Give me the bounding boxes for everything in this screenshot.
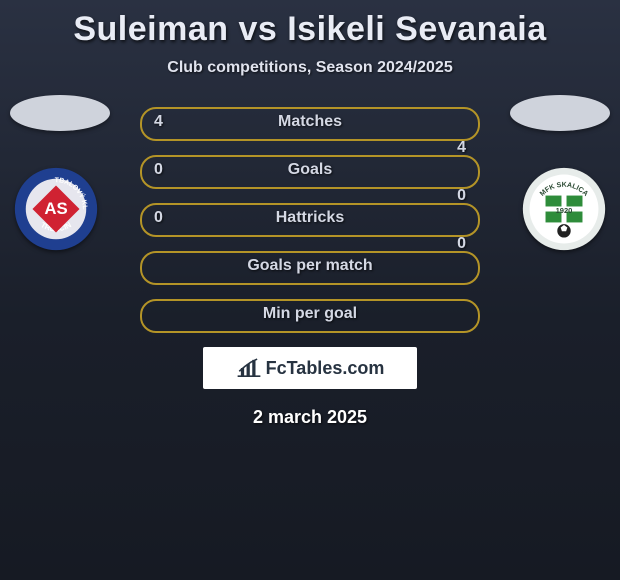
club-badge-right: MFK SKALICA 1920 — [522, 167, 606, 251]
stat-left-value: 0 — [154, 205, 163, 231]
stat-row: Min per goal — [140, 299, 480, 333]
stat-label: Goals — [142, 157, 478, 183]
club-badge-left: FUTBALOVÝ KLUB TRENČÍN AS — [14, 167, 98, 251]
comparison-card: Suleiman vs Isikeli Sevanaia Club compet… — [0, 0, 620, 580]
stat-label: Min per goal — [142, 301, 478, 327]
page-subtitle: Club competitions, Season 2024/2025 — [0, 59, 620, 77]
stat-left-value: 4 — [154, 109, 163, 135]
stat-row: 0Goals0 — [140, 155, 480, 189]
bars-icon — [236, 357, 262, 379]
watermark-text: FcTables.com — [266, 358, 385, 379]
stat-label: Hattricks — [142, 205, 478, 231]
watermark: FcTables.com — [203, 347, 417, 389]
stat-label: Goals per match — [142, 253, 478, 279]
date-label: 2 march 2025 — [0, 407, 620, 428]
comparison-body: FUTBALOVÝ KLUB TRENČÍN AS MFK SKALICA — [0, 107, 620, 428]
stat-row: 0Hattricks0 — [140, 203, 480, 237]
stat-label: Matches — [142, 109, 478, 135]
stat-row: 4Matches4 — [140, 107, 480, 141]
page-title: Suleiman vs Isikeli Sevanaia — [0, 0, 620, 49]
stat-left-value: 0 — [154, 157, 163, 183]
svg-text:AS: AS — [44, 199, 67, 218]
svg-text:1920: 1920 — [556, 206, 573, 215]
stat-row: Goals per match — [140, 251, 480, 285]
stats-table: 4Matches4 0Goals0 0Hattricks0 Goals per … — [140, 107, 480, 333]
player-avatar-right — [510, 95, 610, 131]
player-avatar-left — [10, 95, 110, 131]
